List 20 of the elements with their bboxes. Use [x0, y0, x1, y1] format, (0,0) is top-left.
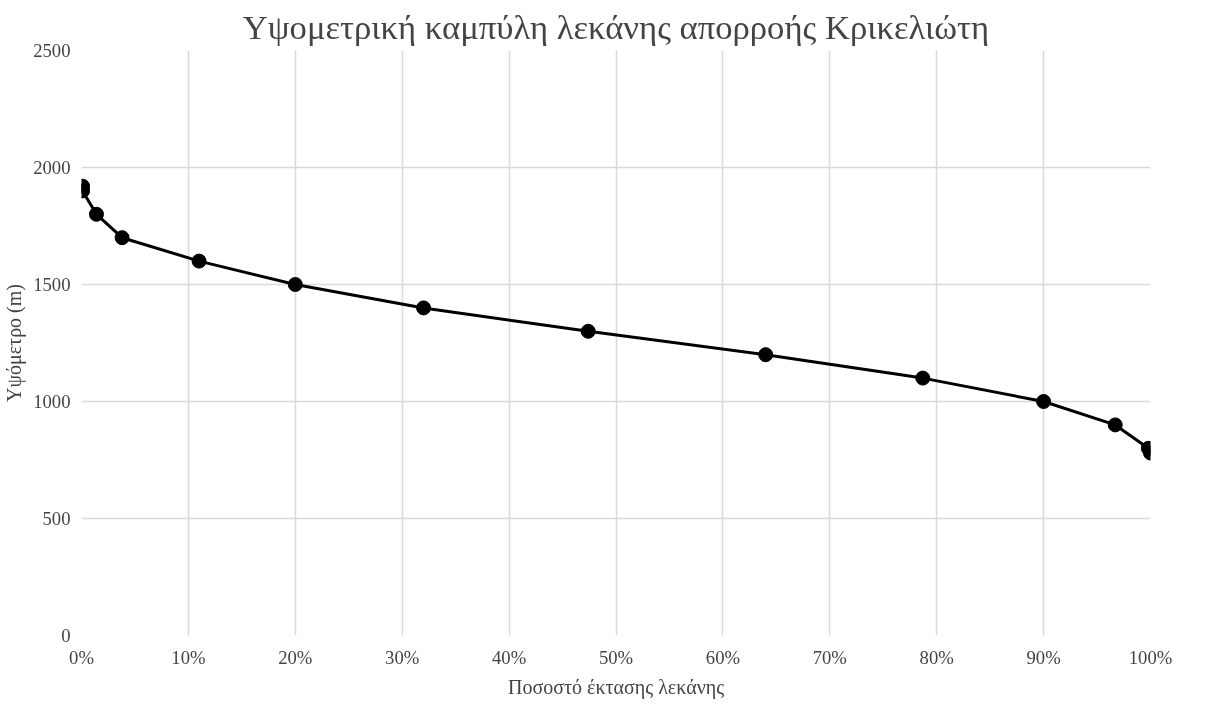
- x-tick-label: 30%: [385, 646, 420, 668]
- x-tick-label: 40%: [492, 646, 527, 668]
- x-tick-label: 20%: [278, 646, 313, 668]
- x-tick-label: 100%: [1128, 646, 1173, 668]
- y-tick-label: 1500: [33, 274, 71, 295]
- y-axis-title: Υψόμετρο (m): [3, 284, 27, 402]
- chart-title: Υψομετρική καμπύλη λεκάνης απορροής Κρικελιώτη: [242, 7, 990, 46]
- x-tick-label: 70%: [812, 646, 847, 668]
- x-tick-label: 50%: [598, 646, 634, 668]
- x-tick-label: 90%: [1026, 646, 1061, 668]
- y-tick-label: 500: [42, 508, 71, 529]
- x-tick-label: 0%: [69, 646, 94, 668]
- y-tick-label: 2000: [33, 157, 71, 178]
- x-tick-label: 80%: [919, 646, 954, 668]
- y-tick-label: 0: [61, 625, 71, 646]
- y-tick-label: 2500: [33, 40, 71, 61]
- x-axis-title: Ποσοστό έκτασης λεκάνης: [507, 675, 725, 699]
- x-tick-label: 10%: [171, 646, 206, 668]
- x-tick-label: 60%: [705, 646, 740, 668]
- y-tick-label: 1000: [33, 391, 71, 412]
